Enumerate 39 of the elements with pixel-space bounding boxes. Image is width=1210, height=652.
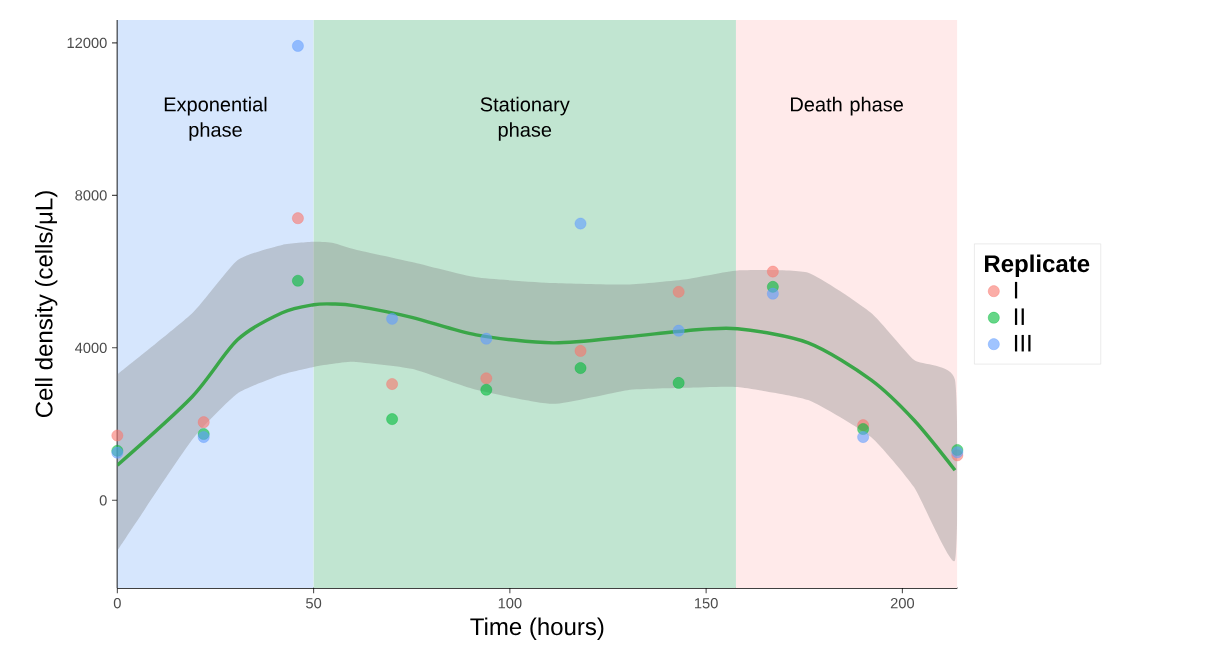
y-tick-label: 12000 — [67, 37, 107, 49]
x-axis-title: Time (hours) — [470, 617, 604, 640]
point — [766, 287, 779, 300]
x-tick-label: 200 — [890, 598, 915, 609]
band-label: Death phase — [791, 96, 903, 116]
point — [480, 332, 493, 345]
x-tick-label: 50 — [306, 598, 322, 609]
point — [574, 217, 587, 230]
point — [292, 40, 304, 52]
legend-title: Replicate — [985, 254, 1090, 277]
point — [386, 312, 398, 325]
point — [857, 431, 869, 443]
point — [197, 416, 210, 429]
point — [386, 378, 398, 390]
point — [672, 324, 685, 337]
legend-label: III — [1014, 334, 1031, 352]
point — [111, 429, 124, 442]
x-tick-label: 150 — [695, 598, 718, 609]
legend-label: II — [1014, 308, 1024, 325]
line-series — [117, 302, 957, 472]
point — [672, 285, 685, 298]
point — [292, 212, 304, 225]
point — [480, 372, 493, 385]
x-tick-label: 0 — [113, 598, 121, 609]
y-tick-label: 0 — [99, 495, 107, 506]
y-axis-title: Cell density (cells/μL) — [34, 191, 58, 418]
x-tick-label: 100 — [498, 598, 522, 609]
point — [766, 265, 779, 278]
band-label: Exponential phase — [164, 96, 267, 141]
y-tick-label: 8000 — [75, 190, 107, 201]
point — [386, 413, 398, 425]
point — [574, 345, 587, 357]
point — [292, 274, 304, 287]
point — [574, 362, 587, 374]
band-label: Stationary phase — [480, 96, 570, 141]
point — [480, 383, 493, 396]
point — [672, 377, 685, 389]
y-tick-label: 4000 — [75, 342, 107, 354]
legend-label: I — [1014, 281, 1018, 299]
